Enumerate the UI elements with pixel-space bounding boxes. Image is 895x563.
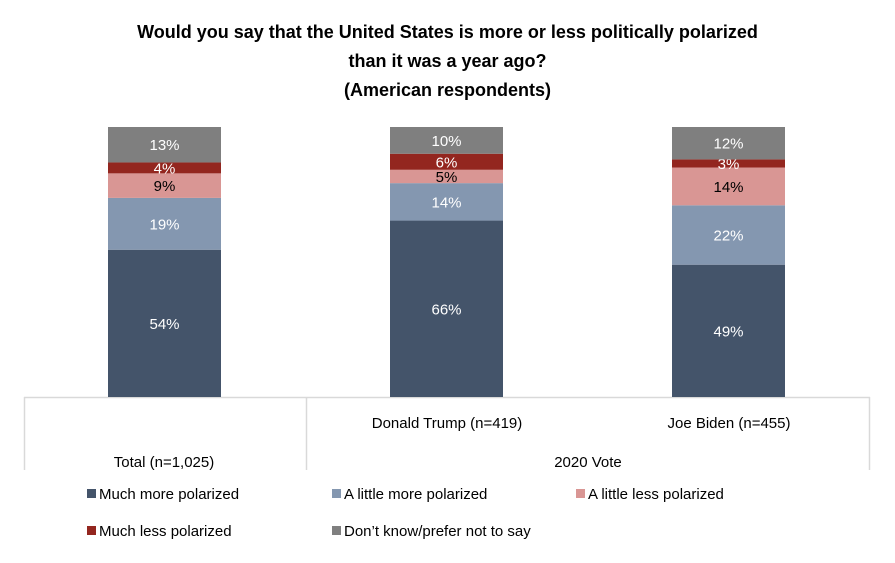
legend-label: Don’t know/prefer not to say [344,523,531,540]
title-line-1: Would you say that the United States is … [137,22,758,42]
data-label: 3% [718,156,740,173]
bar-segment [390,220,503,397]
data-label: 66% [431,301,461,318]
data-label: 6% [436,154,458,171]
bar-segment [108,197,221,250]
data-label: 4% [154,160,176,177]
legend: Much more polarized A little more polariz… [87,486,724,540]
bar-segment [108,127,221,163]
data-label: 49% [713,323,743,340]
legend-label: A little more polarized [344,486,487,503]
data-label: 12% [713,136,743,153]
bar-segment [108,173,221,198]
category-axis: Total (n=1,025) Donald Trump (n=419) Joe… [23,396,871,471]
bar-segment [390,169,503,184]
bar-segment [108,249,221,397]
chart-title: Would you say that the United States is … [0,18,895,105]
bar-segment [672,205,785,265]
legend-swatch [576,489,585,498]
legend-label: Much more polarized [99,486,239,503]
data-label: 54% [149,316,179,333]
data-label: 14% [431,194,461,211]
legend-swatch [332,489,341,498]
bar-segment [672,127,785,160]
data-label: 14% [713,179,743,196]
category-label: Total (n=1,025) [114,454,214,471]
legend-swatch [87,526,96,535]
legend-label: A little less polarized [588,486,724,503]
data-label: 5% [436,169,458,186]
bars: 54% 19% 9%4% 13% 66% 14% 5%6% 10% 49% 22% 14% 3% 12% [108,127,785,397]
data-label: 19% [149,216,179,233]
data-label: 9% [154,178,176,195]
category-label: Joe Biden (n=455) [667,415,790,432]
bar-segment [390,183,503,221]
data-label: 13% [149,137,179,154]
legend-label: Much less polarized [99,523,232,540]
bar-segment [390,127,503,154]
bar-segment [672,167,785,206]
category-group-label: 2020 Vote [554,454,622,471]
title-line-3: (American respondents) [343,80,552,100]
bar-segment [672,264,785,397]
category-label: Donald Trump (n=419) [372,415,523,432]
bar-segment [672,159,785,168]
bar-segment [390,153,503,170]
data-label: 22% [713,228,743,245]
legend-swatch [87,489,96,498]
bar-segment [108,162,221,174]
title-line-2: than it was a year ago? [348,51,547,71]
data-label: 10% [431,133,461,150]
legend-swatch [332,526,341,535]
